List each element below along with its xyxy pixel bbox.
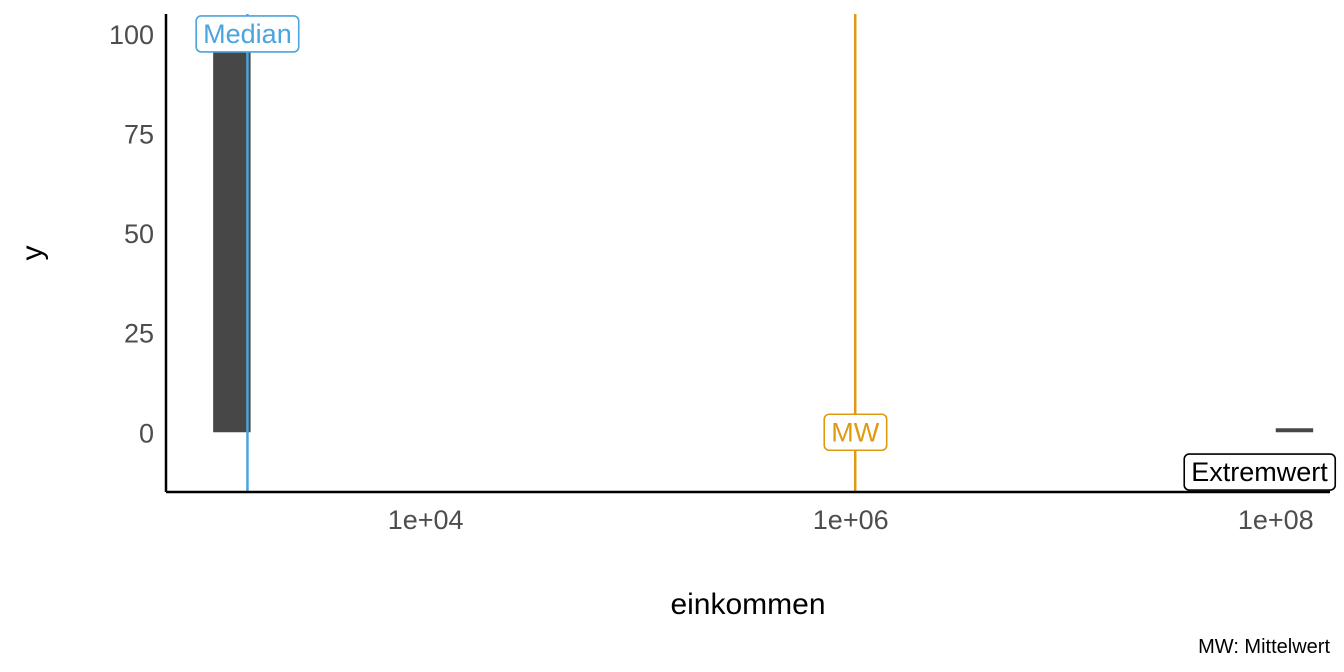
annotation-0-box [1183, 453, 1337, 491]
y-axis-title: y [16, 246, 49, 261]
x-axis-title: einkommen [670, 588, 825, 621]
x-tick-label-2: 1e+08 [1238, 505, 1314, 535]
y-tick-label-3: 75 [124, 120, 154, 150]
label-median: Median [195, 15, 300, 53]
y-tick-label-4: 100 [109, 20, 154, 50]
y-tick-label-2: 50 [124, 219, 154, 249]
bar-1 [1275, 428, 1314, 433]
label-mw: MW [823, 413, 888, 452]
x-tick-label-0: 1e+04 [388, 505, 464, 535]
axes-layer [164, 14, 1330, 494]
y-tick-label-0: 0 [139, 418, 154, 448]
y-tick-label-1: 25 [124, 319, 154, 349]
bars-layer [213, 33, 1314, 433]
caption: MW: Mittelwert [1198, 636, 1330, 658]
bar-0 [213, 33, 251, 433]
label-median-text: Median [203, 19, 292, 49]
annotation-0-text: Extremwert [1191, 457, 1328, 487]
ticks-layer: 1e+04 1e+06 1e+08 0 25 50 75 100 [109, 20, 1314, 535]
label-mw-box [823, 413, 888, 452]
label-median-box [195, 15, 300, 53]
annotation-0: Extremwert [1183, 453, 1337, 491]
label-mw-text: MW [831, 417, 879, 447]
reference-lines-layer [246, 14, 857, 492]
reference-labels-layer: Median MW Extremwert [195, 15, 1337, 491]
x-tick-label-1: 1e+06 [813, 505, 889, 535]
